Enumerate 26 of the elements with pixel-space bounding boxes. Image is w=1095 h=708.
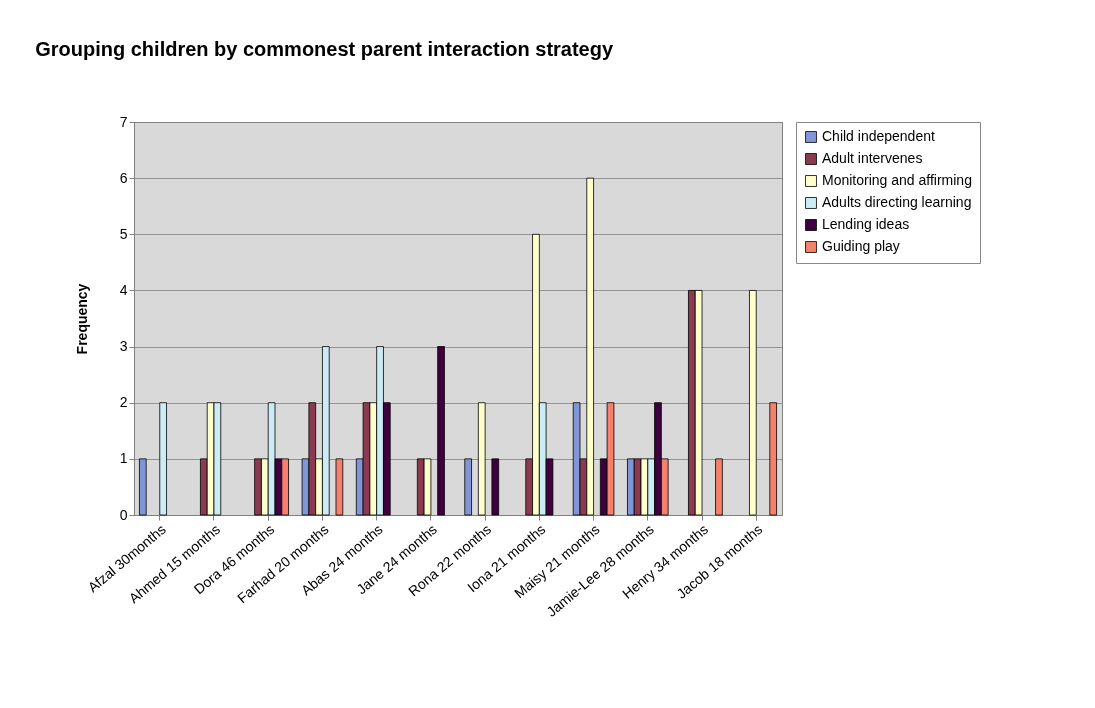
bar <box>159 402 167 516</box>
y-tick-label: 6 <box>119 169 128 186</box>
y-tick-label: 4 <box>119 281 128 298</box>
bar <box>769 402 777 516</box>
y-tick-label: 3 <box>119 338 128 355</box>
y-tick-label: 7 <box>119 113 128 130</box>
legend-label: Child independent <box>822 128 935 144</box>
legend-label: Adult intervenes <box>822 150 923 166</box>
y-axis-title: Frequency <box>73 283 90 355</box>
bar <box>464 458 472 516</box>
bar <box>335 458 344 516</box>
bar <box>139 458 147 516</box>
bar <box>437 346 445 516</box>
bar <box>715 458 723 516</box>
legend-label: Guiding play <box>822 238 900 254</box>
bar <box>491 458 500 516</box>
y-tick-label: 5 <box>119 225 128 242</box>
y-tick-label: 1 <box>119 450 128 467</box>
legend-label: Adults directing learning <box>822 194 972 210</box>
bar <box>477 402 486 516</box>
y-tick-label: 0 <box>119 506 128 523</box>
legend-label: Lending ideas <box>822 216 910 232</box>
y-tick-label: 2 <box>119 394 128 411</box>
chart-title: Grouping children by commonest parent interaction strategy <box>35 38 614 60</box>
bar <box>749 290 757 516</box>
legend-label: Monitoring and affirming <box>822 172 972 188</box>
